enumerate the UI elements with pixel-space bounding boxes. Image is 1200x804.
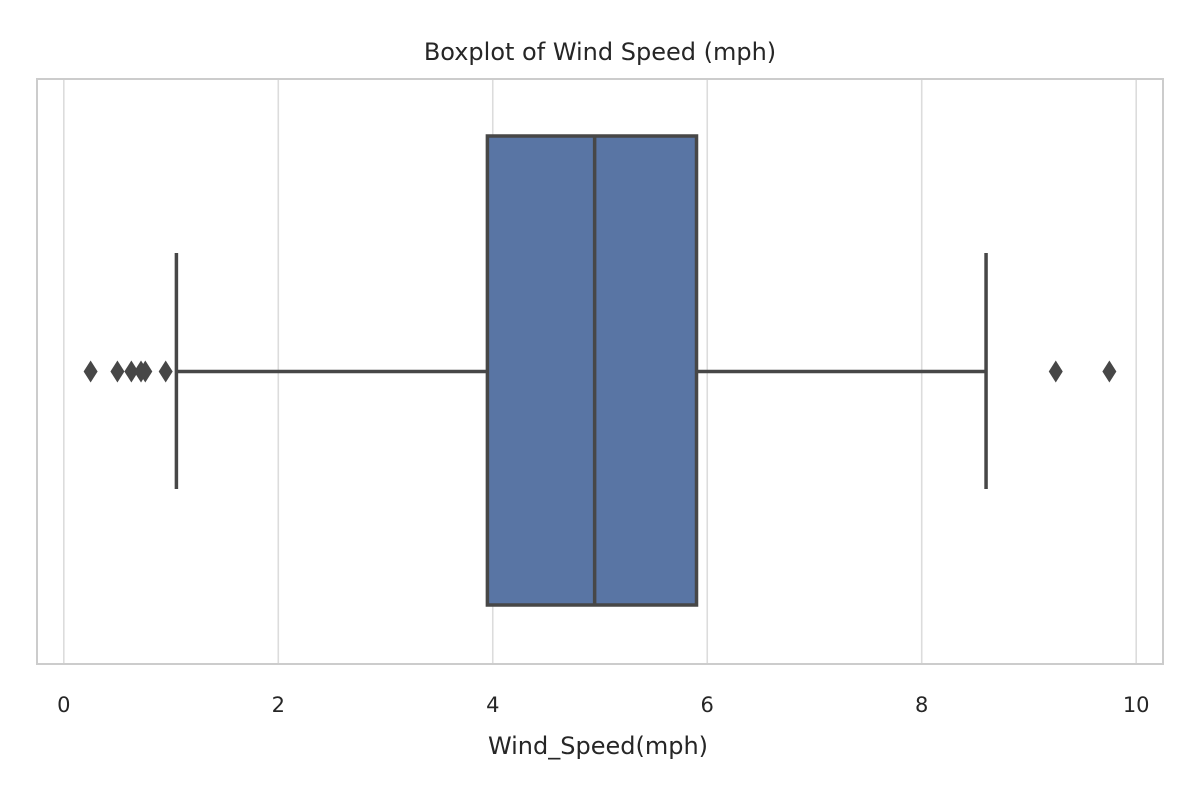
outlier-point-6 bbox=[1048, 360, 1063, 383]
x-tick-label-2: 2 bbox=[272, 693, 285, 717]
box-elements bbox=[174, 134, 988, 607]
iqr-box bbox=[485, 134, 699, 607]
outlier-point-7 bbox=[1102, 360, 1117, 383]
outlier-points bbox=[83, 360, 1117, 383]
box-plot bbox=[174, 134, 988, 607]
outlier-point-5 bbox=[158, 360, 173, 383]
plot-frame bbox=[36, 78, 1164, 665]
x-axis-label: Wind_Speed(mph) bbox=[488, 732, 708, 760]
x-tick-label-0: 0 bbox=[57, 693, 70, 717]
x-tick-label-4: 4 bbox=[486, 693, 499, 717]
x-tick-label-10: 10 bbox=[1123, 693, 1150, 717]
outlier-point-2 bbox=[124, 360, 139, 383]
outlier-point-0 bbox=[83, 360, 98, 383]
x-axis-ticks: 0 2 4 6 8 10 bbox=[57, 693, 1149, 717]
chart-title: Boxplot of Wind Speed (mph) bbox=[424, 38, 776, 66]
outlier-point-4 bbox=[138, 360, 153, 383]
x-tick-label-6: 6 bbox=[701, 693, 714, 717]
x-tick-label-8: 8 bbox=[915, 693, 928, 717]
outlier-point-1 bbox=[110, 360, 125, 383]
